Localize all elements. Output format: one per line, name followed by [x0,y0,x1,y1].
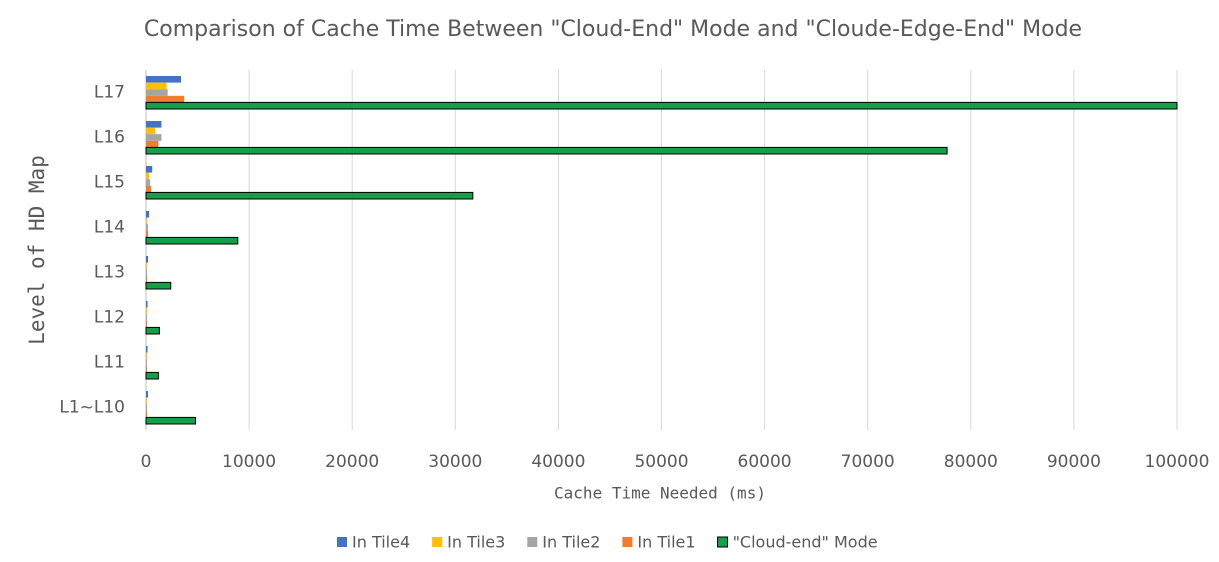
bar [146,269,148,276]
legend-label: In Tile4 [352,533,410,552]
legend-swatch [717,536,729,548]
bar [145,236,239,245]
bar [146,76,182,83]
bar [146,172,150,180]
bar [146,185,152,193]
bar [146,134,162,141]
bar [146,230,149,238]
bar [146,397,148,405]
bar [146,410,148,418]
bar [146,211,150,218]
bar [146,314,148,321]
y-tick-label: L12 [94,308,125,328]
bar [146,89,168,96]
bar [146,352,148,360]
legend-label: In Tile3 [447,533,505,552]
legend-label: In Tile2 [542,533,600,552]
bar [146,217,148,225]
bar [146,346,148,353]
y-tick-label: L16 [94,128,125,148]
bar [146,359,148,366]
x-tick-label: 70000 [841,452,895,472]
bar [146,307,148,315]
x-tick-label: 90000 [1047,452,1101,472]
legend-swatch [432,537,443,547]
bar [146,256,149,263]
bar [145,191,474,200]
y-tick-label: L13 [94,263,125,283]
x-tick-label: 50000 [634,452,688,472]
bar [146,179,151,186]
bar [146,140,159,148]
bar [145,416,196,425]
x-tick-label: 0 [141,452,152,472]
legend-swatch [337,537,347,547]
legend-swatch [622,537,633,547]
bar [145,101,1178,110]
x-tick-label: 60000 [738,452,792,472]
bar [146,224,149,231]
bar [146,275,148,283]
legend-label: In Tile1 [637,533,695,552]
bar [145,281,172,290]
bar [146,95,185,103]
bar [145,146,948,155]
chart-title: Comparison of Cache Time Between "Cloud-… [144,17,1082,42]
y-axis-label: Level of HD Map [25,155,49,345]
y-tick-label: L17 [94,83,125,103]
x-tick-label: 80000 [944,452,998,472]
y-tick-label: L14 [94,218,125,238]
bar [146,121,162,128]
bar [146,404,148,411]
bar [146,166,153,173]
x-tick-label: 10000 [222,452,276,472]
bar [146,320,148,328]
x-tick-label: 20000 [325,452,379,472]
bar [146,82,167,90]
x-axis-label: Cache Time Needed (ms) [554,484,766,503]
x-tick-label: 100000 [1145,452,1210,472]
bar [146,262,148,270]
y-tick-label: L11 [94,353,125,373]
y-tick-label: L15 [94,173,125,193]
x-tick-label: 40000 [531,452,585,472]
bar [145,326,160,335]
bar [146,301,148,308]
bar [145,371,159,380]
x-tick-label: 30000 [428,452,482,472]
legend-label: "Cloud-end" Mode [733,533,878,552]
bar [146,391,149,398]
bar [146,127,156,135]
bar [146,365,148,373]
legend-swatch [527,537,538,547]
y-tick-label: L1~L10 [59,398,125,418]
